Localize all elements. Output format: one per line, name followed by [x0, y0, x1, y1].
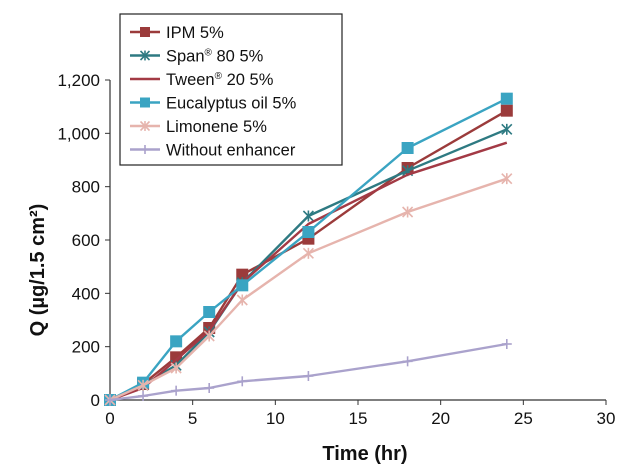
- series-4: [104, 173, 513, 406]
- series-line: [109, 177, 508, 402]
- data-point: [402, 206, 414, 218]
- legend-box: [119, 13, 343, 166]
- legend-item: IPM 5%: [130, 24, 224, 42]
- y-axis-title: Q (µg/1.5 cm²): [27, 204, 49, 337]
- data-point: [237, 376, 248, 387]
- data-point: [302, 210, 314, 222]
- y-tick-label: 200: [72, 338, 100, 357]
- series-line: [109, 97, 508, 402]
- data-point: [138, 391, 149, 401]
- data-point: [170, 351, 183, 364]
- data-point: [302, 226, 315, 238]
- y-tick-label: 1,200: [57, 71, 100, 90]
- x-tick-label: 15: [349, 409, 368, 428]
- x-tick-label: 25: [514, 409, 533, 428]
- data-point: [236, 294, 248, 306]
- y-tick-label: 600: [72, 231, 100, 250]
- legend-label: Tween® 20 5%: [166, 71, 274, 89]
- x-tick-label: 5: [188, 409, 197, 428]
- y-tick-label: 0: [91, 391, 100, 410]
- y-tick-label: 1,000: [57, 124, 100, 143]
- y-tick-label: 800: [72, 178, 100, 197]
- x-tick-label: 0: [105, 409, 114, 428]
- legend-label: IPM 5%: [166, 24, 224, 42]
- data-point: [302, 247, 314, 259]
- x-tick-label: 20: [431, 409, 450, 428]
- legend: IPM 5% Span® 80 5% Tween® 20 5% Eucalyptus …: [119, 13, 343, 166]
- data-point: [140, 27, 150, 37]
- legend-item: Span® 80 5%: [130, 48, 264, 66]
- series-layer: [104, 92, 513, 406]
- series-line: [109, 342, 508, 402]
- data-point: [204, 383, 215, 393]
- y-tick-label: 400: [72, 284, 100, 303]
- data-point: [139, 120, 151, 132]
- data-point: [401, 142, 414, 154]
- data-point: [170, 362, 182, 374]
- legend-label: Eucalyptus oil 5%: [166, 95, 297, 113]
- legend-label: Span® 80 5%: [166, 48, 264, 66]
- data-point: [402, 356, 413, 367]
- x-tick-label: 30: [597, 409, 616, 428]
- legend-label: Limonene 5%: [166, 118, 267, 136]
- data-point: [501, 339, 512, 349]
- legend-item: Without enhancer: [130, 142, 296, 160]
- legend-item: Eucalyptus oil 5%: [130, 95, 297, 113]
- data-point: [170, 335, 183, 348]
- legend-item: Limonene 5%: [130, 118, 267, 136]
- x-axis-title: Time (hr): [322, 443, 407, 465]
- data-point: [139, 50, 151, 61]
- data-point: [236, 268, 249, 281]
- data-point: [500, 92, 513, 105]
- legend-label: Without enhancer: [166, 142, 296, 160]
- data-point: [303, 371, 314, 381]
- legend-item: Tween® 20 5%: [130, 71, 274, 89]
- axes: 0 5 10 15 20 25 30 0 200 400 600 800 1,000 1,200: [57, 71, 615, 428]
- data-point: [203, 306, 216, 318]
- data-point: [236, 279, 249, 292]
- data-point: [140, 145, 150, 154]
- data-point: [501, 173, 513, 185]
- data-point: [203, 330, 215, 342]
- x-tick-label: 10: [266, 409, 285, 428]
- data-point: [500, 104, 513, 117]
- data-point: [140, 97, 150, 108]
- data-point: [105, 395, 115, 405]
- series-line: [109, 128, 508, 402]
- data-point: [137, 379, 149, 391]
- series-5: [105, 339, 512, 405]
- series-1: [104, 123, 513, 406]
- data-point: [501, 123, 513, 135]
- data-point: [171, 385, 182, 396]
